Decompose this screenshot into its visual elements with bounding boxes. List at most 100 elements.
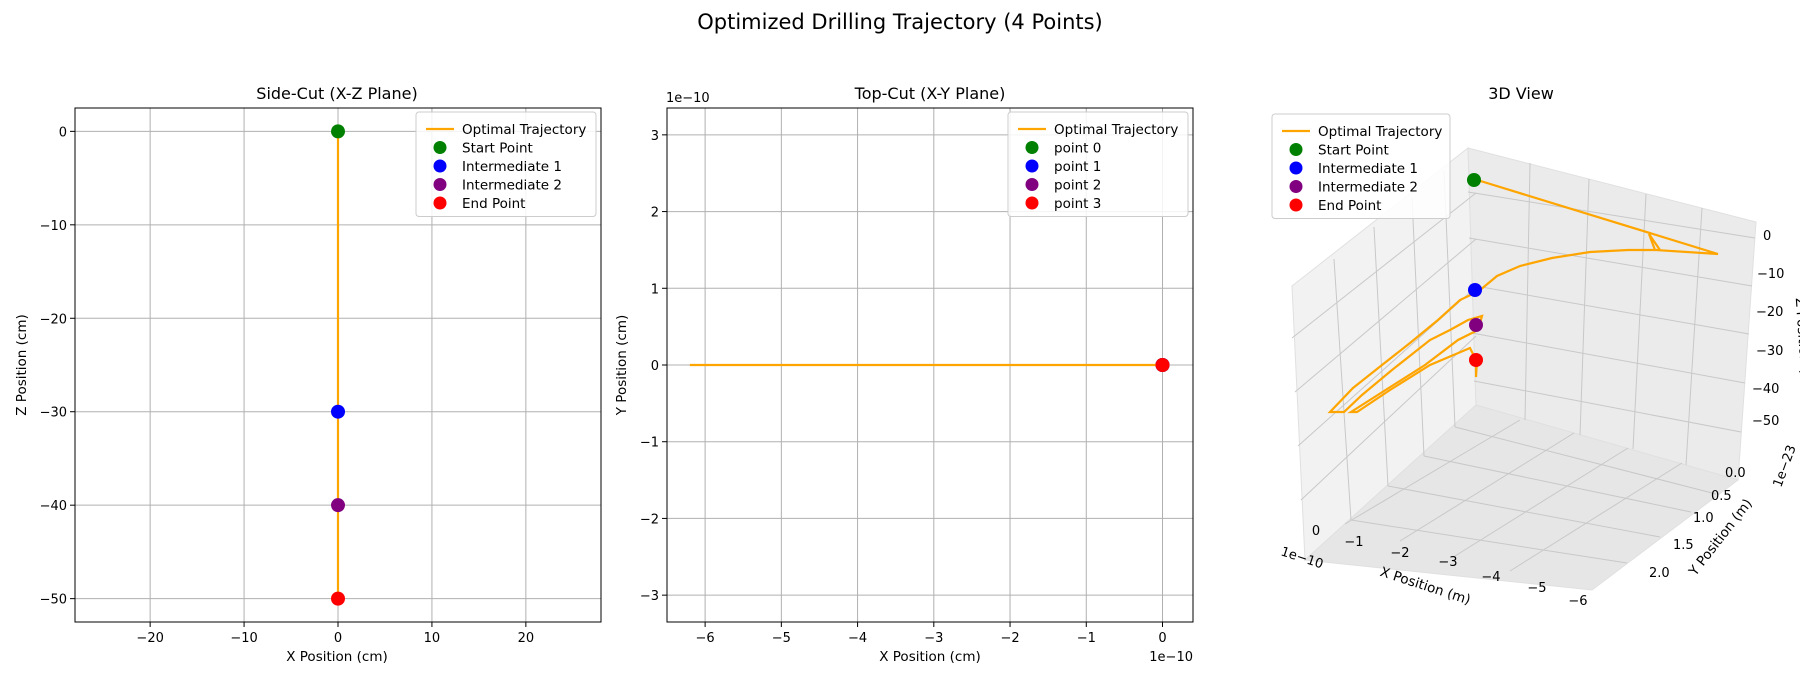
3d-y-tick-label: 1.5 xyxy=(1673,538,1694,553)
3d-x-tick-label: −6 xyxy=(1568,594,1587,609)
side-y-tick-label: 0 xyxy=(59,125,67,140)
3d-trajectory-line xyxy=(1327,177,1719,414)
side-x-tick-label: −10 xyxy=(230,631,257,646)
top-y-tick-label: −1 xyxy=(640,436,659,451)
side-legend-marker-swatch xyxy=(433,159,447,173)
top-cut-points xyxy=(1155,358,1170,372)
side-legend-label: Intermediate 1 xyxy=(462,159,562,175)
top-x-tick-label: −5 xyxy=(772,631,791,646)
3d-x-tick-label: −5 xyxy=(1527,581,1546,596)
side-point-intermediate-2 xyxy=(331,498,345,513)
3d-x-tick-label: −2 xyxy=(1390,546,1409,561)
top-legend-marker-swatch xyxy=(1025,178,1039,191)
3d-y-tick-label: 1.0 xyxy=(1693,511,1714,526)
top-cut-y-offset-text: 1e−10 xyxy=(666,91,710,106)
3d-x-tick-label: −4 xyxy=(1481,570,1500,585)
3d-view-chart: 3D View xyxy=(1271,84,1800,609)
3d-legend-marker-swatch xyxy=(1289,180,1303,193)
top-cut-legend: Optimal Trajectory point 0 point 1 point 2 p… xyxy=(1007,111,1189,217)
3d-grid xyxy=(1291,162,1756,572)
3d-z-tick-label: −10 xyxy=(1757,267,1784,282)
top-legend-label: point 3 xyxy=(1054,196,1101,212)
3d-z-tick-label: −20 xyxy=(1756,305,1783,320)
side-legend-label: Start Point xyxy=(462,141,533,157)
3d-x-tick-label: 0 xyxy=(1312,524,1320,539)
top-legend-box xyxy=(1007,111,1189,217)
3d-x-tick-label: −1 xyxy=(1344,535,1363,550)
top-cut-title: Top-Cut (X-Y Plane) xyxy=(854,84,1006,103)
side-legend-marker-swatch xyxy=(433,178,447,191)
3d-y-tick-label: 0.0 xyxy=(1725,466,1746,481)
3d-ticks: 0 −1 −2 −3 −4 −5 −6 0.0 0.5 1.0 1.52.0 0 −10 −20 −30 −4… xyxy=(1312,229,1785,609)
3d-legend-marker-swatch xyxy=(1289,143,1303,156)
3d-legend-label: Start Point xyxy=(1318,143,1389,159)
top-legend-label: point 1 xyxy=(1054,159,1101,175)
side-x-tick-label: 0 xyxy=(334,631,342,646)
3d-legend-marker-swatch xyxy=(1289,198,1303,212)
3d-intermediate-1-point xyxy=(1468,283,1482,297)
top-x-tick-label: −3 xyxy=(924,631,943,646)
top-legend-marker-swatch xyxy=(1025,141,1039,154)
3d-start-point xyxy=(1467,173,1481,187)
side-cut-title: Side-Cut (X-Z Plane) xyxy=(256,84,417,103)
top-cut-y-axis-label: Y Position (cm) xyxy=(614,315,630,417)
3d-z-tick-label: −50 xyxy=(1752,414,1779,429)
3d-z-axis-label: Z Position (m) xyxy=(1792,297,1800,392)
top-y-tick-label: 2 xyxy=(651,206,659,221)
3d-y-tick-label: 2.0 xyxy=(1649,566,1670,581)
top-x-tick-label: −1 xyxy=(1077,631,1096,646)
side-x-tick-label: 10 xyxy=(424,631,441,646)
3d-z-tick-label: −30 xyxy=(1756,344,1783,359)
top-cut-ticks: −6 −5 −4 −3 −2 −1 0 3 2 1 0 −1 −2 −3 xyxy=(640,129,1167,646)
side-point-start-point xyxy=(331,124,345,139)
3d-view-legend: Optimal Trajectory Start Point Intermediat… xyxy=(1271,113,1451,219)
3d-y-offset-text: 1e−23 xyxy=(1771,443,1800,489)
top-cut-chart: Top-Cut (X-Y Plane) −6 −5 −4 −3 −2 −1 03210−1−… xyxy=(614,84,1194,665)
side-y-tick-label: −10 xyxy=(40,219,67,234)
side-point-end-point xyxy=(331,591,345,606)
side-cut-y-axis-label: Z Position (cm) xyxy=(14,314,30,416)
top-legend-label: point 2 xyxy=(1054,178,1101,194)
3d-legend-label: Intermediate 2 xyxy=(1318,180,1418,196)
3d-z-tick-label: −40 xyxy=(1752,382,1779,397)
side-x-tick-label: −20 xyxy=(136,631,163,646)
top-cut-x-axis-label: X Position (cm) xyxy=(879,649,981,665)
top-x-tick-label: −4 xyxy=(848,631,867,646)
top-x-tick-label: −6 xyxy=(696,631,715,646)
side-y-tick-label: −20 xyxy=(40,312,67,327)
side-legend-label: End Point xyxy=(462,196,525,212)
3d-x-tick-label: −3 xyxy=(1438,555,1457,570)
side-y-tick-label: −30 xyxy=(40,406,67,421)
top-y-tick-label: 3 xyxy=(651,129,659,144)
side-y-tick-label: −50 xyxy=(40,593,67,608)
top-y-tick-label: −3 xyxy=(640,589,659,604)
top-legend-marker-swatch xyxy=(1025,196,1039,210)
3d-z-tick-label: 0 xyxy=(1763,229,1771,244)
top-legend-label: Optimal Trajectory xyxy=(1054,122,1178,138)
side-cut-chart: Side-Cut (X-Z Plane) −20 −10 0 10 200−10−20−… xyxy=(14,84,602,665)
side-legend-marker-swatch xyxy=(433,196,447,210)
side-cut-ticks: −20 −10 0 10 20 0 −10 −20 −30 −40 −50 xyxy=(40,125,535,646)
3d-y-tick-label: 0.5 xyxy=(1711,489,1732,504)
3d-intermediate-2-point xyxy=(1469,318,1483,332)
side-point-intermediate-1 xyxy=(331,404,345,419)
3d-floor-pane xyxy=(1303,404,1740,591)
side-x-tick-label: 20 xyxy=(518,631,535,646)
top-y-tick-label: −2 xyxy=(640,512,659,527)
figure-title: Optimized Drilling Trajectory (4 Points) xyxy=(697,10,1103,34)
side-y-tick-label: −40 xyxy=(40,499,67,514)
top-legend-marker-swatch xyxy=(1025,159,1039,173)
top-x-tick-label: −2 xyxy=(1000,631,1019,646)
top-cut-x-offset-text: 1e−10 xyxy=(1149,650,1193,665)
side-cut-x-axis-label: X Position (cm) xyxy=(286,649,388,665)
3d-legend-label: Intermediate 1 xyxy=(1318,161,1418,177)
3d-legend-label: End Point xyxy=(1318,198,1381,214)
side-cut-legend: Optimal Trajectory Start Point Intermediat… xyxy=(415,111,597,217)
side-legend-label: Intermediate 2 xyxy=(462,178,562,194)
side-cut-points xyxy=(331,124,345,606)
3d-legend-marker-swatch xyxy=(1289,161,1303,175)
3d-view-title: 3D View xyxy=(1488,84,1554,103)
top-legend-label: point 0 xyxy=(1054,141,1101,157)
3d-legend-label: Optimal Trajectory xyxy=(1318,124,1442,140)
